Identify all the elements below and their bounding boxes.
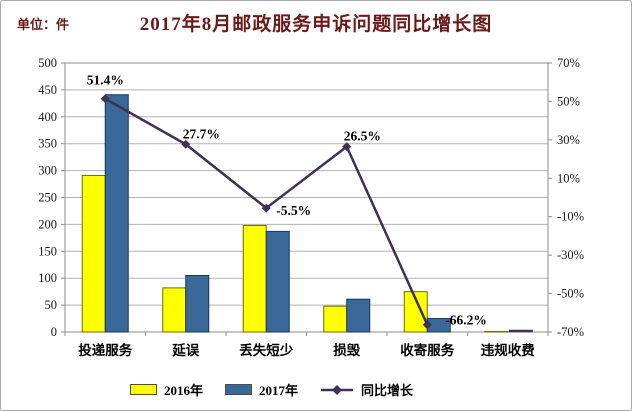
chart-title: 2017年8月邮政服务申诉问题同比增长图 xyxy=(139,14,493,35)
legend-line-marker-icon xyxy=(320,384,354,396)
svg-text:-50%: -50% xyxy=(557,287,584,301)
svg-text:350: 350 xyxy=(38,137,57,151)
svg-text:损毁: 损毁 xyxy=(333,342,360,358)
svg-text:-5.5%: -5.5% xyxy=(276,203,311,218)
svg-text:250: 250 xyxy=(38,191,57,205)
svg-text:51.4%: 51.4% xyxy=(87,73,124,88)
svg-text:70%: 70% xyxy=(557,56,580,70)
legend-swatch-2017 xyxy=(225,384,253,395)
svg-text:0: 0 xyxy=(51,325,57,339)
svg-text:违规收费: 违规收费 xyxy=(481,342,535,358)
svg-text:450: 450 xyxy=(38,83,57,97)
legend-label-2017: 2017年 xyxy=(259,383,299,398)
svg-text:150: 150 xyxy=(38,244,57,258)
svg-text:10%: 10% xyxy=(557,171,580,185)
legend-label-2016: 2016年 xyxy=(164,383,204,398)
svg-text:-70%: -70% xyxy=(557,325,584,339)
svg-text:投递服务: 投递服务 xyxy=(78,342,132,358)
svg-text:丢失短少: 丢失短少 xyxy=(239,342,293,358)
svg-text:200: 200 xyxy=(38,217,57,231)
svg-text:100: 100 xyxy=(38,271,57,285)
svg-text:收寄服务: 收寄服务 xyxy=(400,342,454,358)
svg-text:-10%: -10% xyxy=(557,210,584,224)
svg-text:500: 500 xyxy=(38,56,57,70)
svg-text:27.7%: 27.7% xyxy=(183,126,220,141)
svg-text:延误: 延误 xyxy=(171,342,199,358)
svg-text:26.5%: 26.5% xyxy=(344,129,381,144)
svg-text:400: 400 xyxy=(38,110,57,124)
svg-text:-66.2%: -66.2% xyxy=(445,313,487,328)
unit-label: 单位：件 xyxy=(17,17,70,32)
svg-text:-30%: -30% xyxy=(557,248,584,262)
legend: 2016年 2017年 同比增长 xyxy=(130,380,413,399)
svg-text:30%: 30% xyxy=(557,133,580,147)
svg-text:50: 50 xyxy=(45,298,58,312)
svg-text:50%: 50% xyxy=(557,94,580,108)
svg-text:300: 300 xyxy=(38,164,57,178)
legend-swatch-2016 xyxy=(130,384,157,395)
legend-label-growth: 同比增长 xyxy=(361,383,414,398)
